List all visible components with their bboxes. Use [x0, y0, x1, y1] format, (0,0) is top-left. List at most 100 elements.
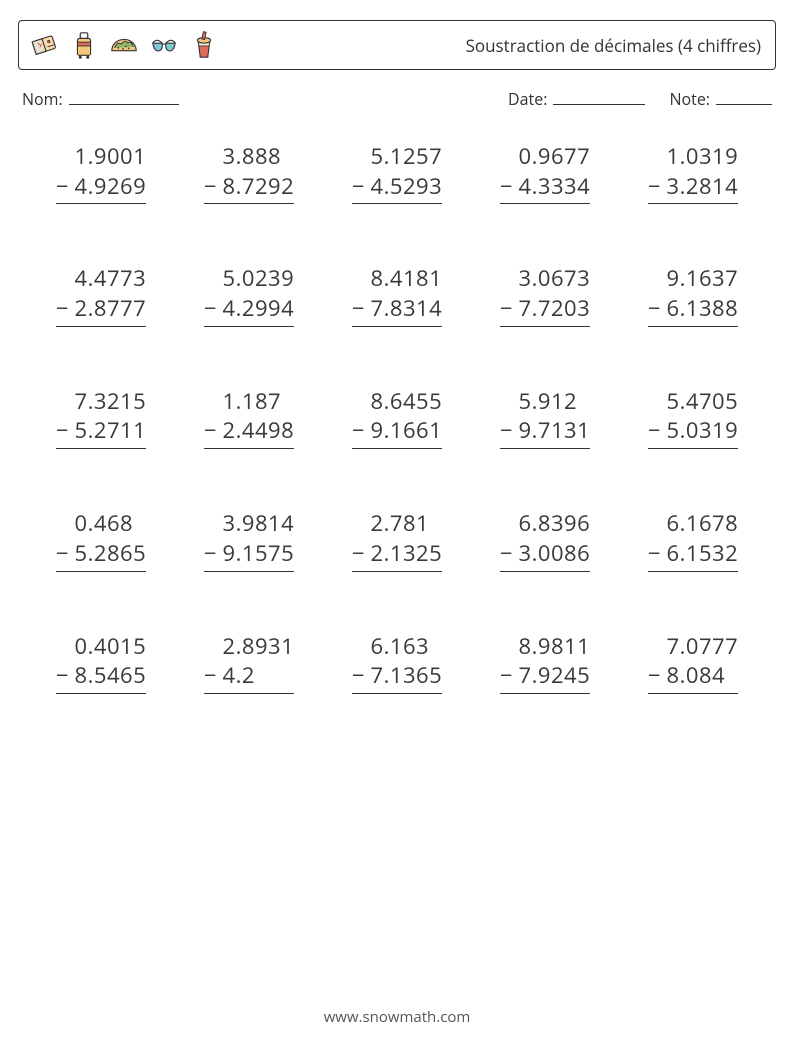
problem: 7.0777−8.084: [626, 632, 760, 694]
worksheet-title: Soustraction de décimales (4 chiffres): [466, 34, 761, 57]
minuend: 5.912: [500, 387, 590, 417]
minuend: 4.4773: [56, 264, 146, 294]
subtrahend: −9.1661: [352, 416, 442, 446]
subtrahend: −5.2865: [56, 539, 146, 569]
subtrahend: −8.7292: [204, 172, 294, 202]
name-line[interactable]: [69, 88, 179, 105]
date-label: Date:: [508, 88, 547, 110]
problem: 0.4015−8.5465: [34, 632, 168, 694]
minuend: 0.9677: [500, 142, 590, 172]
name-field: Nom:: [22, 88, 179, 110]
footer-url: www.snowmath.com: [0, 1007, 794, 1027]
name-label: Nom:: [22, 88, 63, 110]
taco-icon: [109, 30, 139, 60]
subtrahend: −9.1575: [204, 539, 294, 569]
problem-rule: [204, 326, 294, 327]
subtrahend: −2.1325: [352, 539, 442, 569]
subtrahend: −5.2711: [56, 416, 146, 446]
minuend: 5.0239: [204, 264, 294, 294]
problem: 1.9001−4.9269: [34, 142, 168, 204]
subtrahend: −4.5293: [352, 172, 442, 202]
subtrahend: −6.1388: [648, 294, 738, 324]
problem-rule: [648, 203, 738, 204]
suitcase-icon: [69, 30, 99, 60]
problem: 3.888−8.7292: [182, 142, 316, 204]
problem-rule: [500, 571, 590, 572]
problem-rule: [56, 693, 146, 694]
problem-rule: [500, 203, 590, 204]
minuend: 0.468: [56, 509, 146, 539]
problems-grid: 1.9001−4.92693.888−8.72925.1257−4.52930.…: [18, 142, 776, 694]
subtrahend: −4.2: [204, 661, 294, 691]
subtrahend: −3.2814: [648, 172, 738, 202]
problem-rule: [204, 571, 294, 572]
problem-rule: [352, 571, 442, 572]
minuend: 7.3215: [56, 387, 146, 417]
problem: 5.0239−4.2994: [182, 264, 316, 326]
minuend: 6.8396: [500, 509, 590, 539]
header-icons: [29, 30, 219, 60]
problem: 5.1257−4.5293: [330, 142, 464, 204]
date-field: Date:: [508, 88, 645, 110]
subtrahend: −6.1532: [648, 539, 738, 569]
problem-rule: [56, 203, 146, 204]
subtrahend: −7.8314: [352, 294, 442, 324]
problem-rule: [648, 571, 738, 572]
subtrahend: −4.3334: [500, 172, 590, 202]
ticket-icon: [29, 30, 59, 60]
minuend: 1.9001: [56, 142, 146, 172]
problem: 1.0319−3.2814: [626, 142, 760, 204]
problem-rule: [352, 448, 442, 449]
problem: 9.1637−6.1388: [626, 264, 760, 326]
minuend: 8.6455: [352, 387, 442, 417]
problem-rule: [352, 326, 442, 327]
problem-rule: [204, 448, 294, 449]
problem: 4.4773−2.8777: [34, 264, 168, 326]
problem: 2.8931−4.2: [182, 632, 316, 694]
subtrahend: −4.2994: [204, 294, 294, 324]
minuend: 6.1678: [648, 509, 738, 539]
minuend: 1.187: [204, 387, 294, 417]
subtrahend: −8.5465: [56, 661, 146, 691]
problem: 6.163−7.1365: [330, 632, 464, 694]
minuend: 5.1257: [352, 142, 442, 172]
problem: 0.9677−4.3334: [478, 142, 612, 204]
header-box: Soustraction de décimales (4 chiffres): [18, 20, 776, 70]
minuend: 3.0673: [500, 264, 590, 294]
problem: 7.3215−5.2711: [34, 387, 168, 449]
minuend: 2.8931: [204, 632, 294, 662]
problem: 8.4181−7.8314: [330, 264, 464, 326]
note-line[interactable]: [716, 88, 772, 105]
problem-rule: [352, 693, 442, 694]
subtrahend: −8.084: [648, 661, 738, 691]
subtrahend: −3.0086: [500, 539, 590, 569]
date-line[interactable]: [553, 88, 645, 105]
subtrahend: −7.7203: [500, 294, 590, 324]
sunglasses-icon: [149, 30, 179, 60]
minuend: 8.9811: [500, 632, 590, 662]
problem: 5.4705−5.0319: [626, 387, 760, 449]
subtrahend: −2.4498: [204, 416, 294, 446]
note-label: Note:: [669, 88, 710, 110]
problem-rule: [56, 571, 146, 572]
subtrahend: −4.9269: [56, 172, 146, 202]
header-fields: Nom: Date: Note:: [22, 88, 772, 110]
drink-icon: [189, 30, 219, 60]
problem: 8.9811−7.9245: [478, 632, 612, 694]
problem: 6.8396−3.0086: [478, 509, 612, 571]
problem-rule: [648, 693, 738, 694]
subtrahend: −7.1365: [352, 661, 442, 691]
problem: 8.6455−9.1661: [330, 387, 464, 449]
problem: 3.0673−7.7203: [478, 264, 612, 326]
problem-rule: [56, 326, 146, 327]
minuend: 8.4181: [352, 264, 442, 294]
minuend: 0.4015: [56, 632, 146, 662]
minuend: 7.0777: [648, 632, 738, 662]
problem: 3.9814−9.1575: [182, 509, 316, 571]
problem-rule: [352, 203, 442, 204]
problem-rule: [648, 448, 738, 449]
problem: 1.187−2.4498: [182, 387, 316, 449]
problem: 6.1678−6.1532: [626, 509, 760, 571]
minuend: 1.0319: [648, 142, 738, 172]
problem: 2.781−2.1325: [330, 509, 464, 571]
